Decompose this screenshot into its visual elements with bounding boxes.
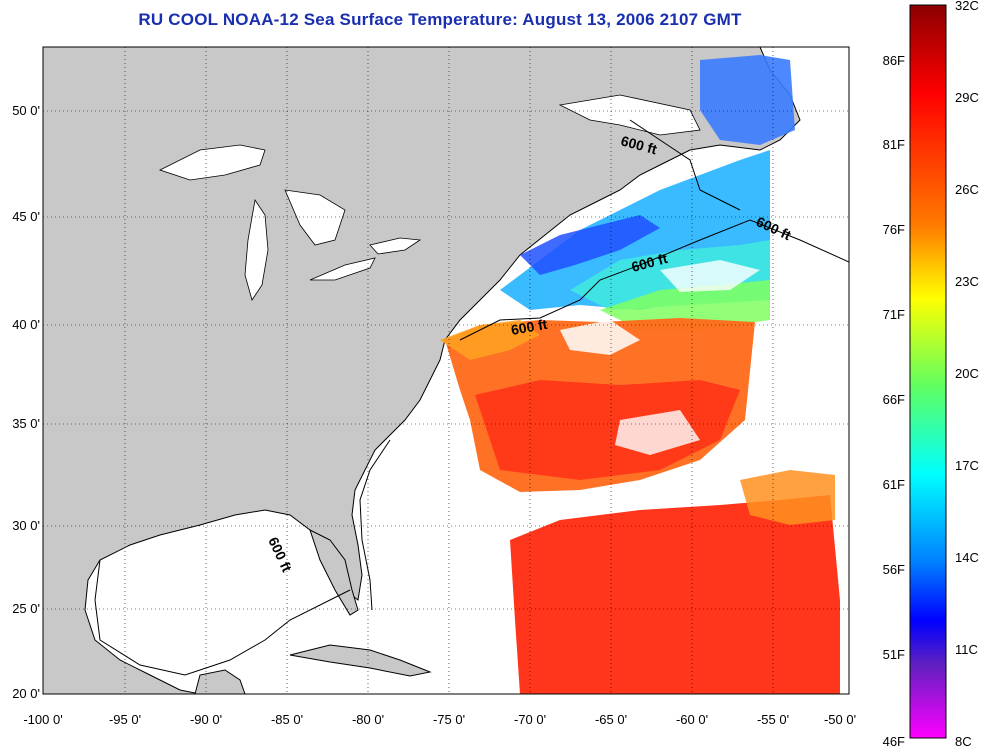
lake-michigan: [244, 198, 269, 301]
lon-tick-label: -75 0': [433, 712, 465, 727]
lake-huron: [284, 189, 346, 246]
lon-axis: -100 0' -95 0' -90 0' -85 0' -80 0' -75 …: [23, 712, 856, 727]
lat-tick-label: 35 0': [12, 416, 40, 431]
lon-tick-label: -100 0': [23, 712, 62, 727]
cuba-island: [289, 644, 432, 677]
colorbar-fahrenheit-label: 86F: [883, 53, 905, 68]
florida-peninsula: [309, 529, 359, 616]
isobath-line: [459, 219, 849, 341]
lake-ontario: [369, 237, 422, 255]
colorbar-celsius-labels: 32C 29C 26C 23C 20C 17C 14C 11C 8C: [955, 0, 979, 749]
lon-tick-label: -80 0': [352, 712, 384, 727]
lon-tick-label: -90 0': [190, 712, 222, 727]
lon-tick-label: -70 0': [514, 712, 546, 727]
colorbar-fahrenheit-label: 71F: [883, 307, 905, 322]
lon-tick-label: -65 0': [595, 712, 627, 727]
chart-title: RU COOL NOAA-12 Sea Surface Temperature:…: [138, 10, 742, 29]
colorbar-celsius-label: 32C: [955, 0, 979, 13]
lake-erie: [309, 257, 376, 281]
colorbar-celsius-label: 26C: [955, 182, 979, 197]
sst-labrador: [700, 55, 795, 145]
colorbar-celsius-label: 14C: [955, 550, 979, 565]
yucatan-land: [194, 669, 246, 694]
colorbar-fahrenheit-label: 46F: [883, 734, 905, 749]
sst-orange-shelf: [440, 320, 540, 360]
sst-orange-south-edge: [740, 470, 835, 525]
lat-tick-label: 50 0': [12, 103, 40, 118]
lat-tick-label: 40 0': [12, 317, 40, 332]
colorbar-fahrenheit-label: 76F: [883, 222, 905, 237]
colorbar-fahrenheit-labels: 86F 81F 76F 71F 66F 61F 56F 51F 46F: [883, 53, 905, 749]
lake-superior: [158, 144, 266, 181]
st-lawrence-gulf: [558, 94, 701, 136]
sst-green-shelf: [600, 280, 770, 330]
lat-tick-label: 25 0': [12, 601, 40, 616]
colorbar-celsius-label: 29C: [955, 90, 979, 105]
lat-tick-label: 20 0': [12, 686, 40, 701]
colorbar-celsius-label: 8C: [955, 734, 972, 749]
colorbar: [909, 4, 947, 739]
colorbar-fahrenheit-label: 56F: [883, 562, 905, 577]
isobath-line: [359, 439, 391, 611]
lon-tick-label: -50 0': [824, 712, 856, 727]
sst-red-gulfstream: [475, 380, 740, 480]
lon-tick-label: -85 0': [271, 712, 303, 727]
plot-frame: [42, 46, 850, 695]
colorbar-fahrenheit-label: 66F: [883, 392, 905, 407]
lat-tick-label: 45 0': [12, 209, 40, 224]
colorbar-celsius-label: 11C: [955, 642, 978, 657]
cloud-gap: [560, 320, 640, 355]
cloud-gap: [615, 410, 700, 455]
sst-warm-south: [510, 495, 840, 694]
colorbar-celsius-label: 17C: [955, 458, 979, 473]
lon-tick-label: -55 0': [757, 712, 789, 727]
colorbar-fahrenheit-label: 51F: [883, 647, 905, 662]
lon-tick-label: -60 0': [676, 712, 708, 727]
contour-label: 600 ft: [510, 316, 549, 338]
colorbar-fahrenheit-label: 61F: [883, 477, 905, 492]
colorbar-celsius-label: 23C: [955, 274, 979, 289]
lon-tick-label: -95 0': [109, 712, 141, 727]
isobath-line: [629, 119, 741, 211]
lat-axis: 20 0' 25 0' 30 0' 35 0' 40 0' 45 0' 50 0…: [12, 103, 40, 701]
north-america-land: [43, 47, 801, 694]
isobath-line: [94, 559, 351, 676]
lat-tick-label: 30 0': [12, 518, 40, 533]
cloud-gap: [660, 260, 760, 292]
colorbar-celsius-label: 20C: [955, 366, 979, 381]
sst-blue-gulf-maine: [520, 215, 660, 275]
colorbar-fahrenheit-label: 81F: [883, 137, 905, 152]
